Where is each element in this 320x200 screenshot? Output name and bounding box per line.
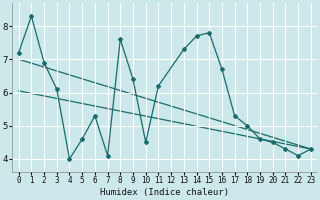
X-axis label: Humidex (Indice chaleur): Humidex (Indice chaleur) xyxy=(100,188,229,197)
